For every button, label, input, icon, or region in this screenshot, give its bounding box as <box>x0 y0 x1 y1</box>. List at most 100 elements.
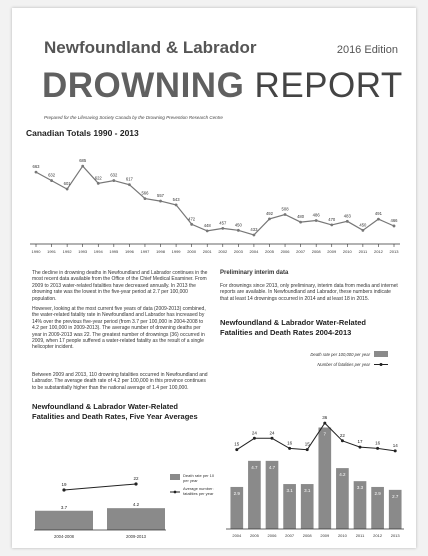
five-year-heading: Newfoundland & Labrador Water-Related Fa… <box>32 402 222 422</box>
five-year-heading-line1: Newfoundland & Labrador Water-Related <box>32 402 178 411</box>
canadian-x-label: 1991 <box>47 249 57 254</box>
canadian-value-label: 622 <box>95 175 103 180</box>
five-year-x-label: 2009-2013 <box>126 534 147 539</box>
canadian-series-line <box>35 165 395 236</box>
annual-point <box>252 436 256 440</box>
canadian-point <box>159 199 162 203</box>
canadian-value-label: 450 <box>235 222 243 227</box>
annual-bar <box>300 484 314 529</box>
annual-point <box>305 448 309 452</box>
canadian-value-label: 450 <box>359 222 367 227</box>
canadian-point <box>252 233 256 237</box>
canadian-totals-heading: Canadian Totals 1990 - 2013 <box>26 128 139 138</box>
canadian-x-label: 1997 <box>141 249 151 254</box>
annual-x-label: 2004 <box>232 533 242 538</box>
annual-x-label: 2010 <box>338 533 348 538</box>
canadian-point <box>205 229 209 233</box>
canadian-points <box>34 164 396 237</box>
canadian-x-label: 2013 <box>390 249 400 254</box>
five-year-point-label: 19 <box>61 482 67 487</box>
five-year-legend-count-label: fatalities per year <box>183 491 214 496</box>
interim-heading: Preliminary interim data <box>220 270 289 276</box>
region-title: Newfoundland & Labrador <box>44 38 257 57</box>
annual-x-label: 2011 <box>356 533 365 538</box>
annual-legend-rate-swatch <box>374 351 388 357</box>
report-subtitle: Prepared for the Lifesaving Society Cana… <box>44 115 223 120</box>
five-year-bar <box>35 510 93 530</box>
annual-point <box>376 446 380 450</box>
annual-bar-label: 2.9 <box>374 491 381 496</box>
canadian-point <box>283 213 287 216</box>
five-year-x-label: 2004-2008 <box>54 534 75 539</box>
annual-bar <box>230 486 244 529</box>
annual-point <box>288 446 292 450</box>
canadian-value-label: 483 <box>344 213 352 218</box>
canadian-x-label: 1998 <box>156 249 166 254</box>
canadian-value-label: 632 <box>110 173 118 178</box>
canadian-point <box>236 228 240 232</box>
canadian-point <box>174 203 178 207</box>
canadian-point <box>299 220 303 224</box>
annual-points: 15 24 24 16 15 36 22 17 16 14 <box>234 415 399 453</box>
edition-label: 2016 Edition <box>336 44 398 56</box>
annual-point <box>270 436 274 440</box>
annual-bars: 2.9 4.7 4.7 3.1 3.1 7 4.2 3.3 2.9 2.7 <box>230 427 402 529</box>
annual-point-label: 15 <box>305 442 311 447</box>
annual-point-label: 16 <box>287 440 293 445</box>
canadian-x-label: 2003 <box>234 249 244 254</box>
annual-bar-label: 2.7 <box>392 494 399 499</box>
five-year-legend-rate-label: per year <box>183 478 198 483</box>
annual-bar-label: 4.7 <box>269 465 276 470</box>
canadian-value-label: 491 <box>375 211 383 216</box>
canadian-point <box>112 179 116 182</box>
canadian-value-label: 557 <box>157 193 165 198</box>
five-year-legend-count-label: Average number of <box>183 486 214 491</box>
canadian-point <box>345 219 349 223</box>
five-year-bars: 3.7 4.2 <box>35 502 165 530</box>
annual-point-label: 22 <box>340 433 346 438</box>
annual-bar <box>283 484 296 529</box>
canadian-point <box>377 217 380 221</box>
canadian-value-label: 433 <box>250 227 258 232</box>
five-year-legend-rate-label: Death rate per 100,000 <box>183 473 214 478</box>
canadian-value-label: 457 <box>219 220 227 225</box>
annual-heading-line1: Newfoundland & Labrador Water-Related <box>220 318 366 327</box>
five-year-bar-label: 4.2 <box>133 502 140 507</box>
five-year-heading-line2: Fatalities and Death Rates, Five Year Av… <box>32 412 198 421</box>
annual-point-label: 15 <box>234 442 240 447</box>
annual-fatalities-line <box>236 422 396 452</box>
annual-point-label: 14 <box>393 443 399 448</box>
report-page: Newfoundland & Labrador 2016 Edition DRO… <box>12 8 416 548</box>
canadian-point <box>190 222 194 226</box>
five-year-point-label: 22 <box>133 476 139 481</box>
canadian-x-label: 2010 <box>343 249 353 254</box>
body-paragraph-1: The decline in drowning deaths in Newfou… <box>32 270 208 302</box>
annual-point <box>323 421 327 425</box>
annual-bar-label: 3.3 <box>357 485 364 490</box>
canadian-value-label: 492 <box>266 211 274 216</box>
annual-bar-label: 3.1 <box>286 488 293 493</box>
annual-bar <box>353 481 367 529</box>
canadian-x-label: 2009 <box>327 249 337 254</box>
canadian-value-label: 448 <box>204 223 212 228</box>
canadian-x-label: 1990 <box>32 249 42 254</box>
annual-x-label: 2008 <box>303 533 313 538</box>
five-year-fatalities-line <box>63 483 137 491</box>
body-paragraph-3: Between 2009 and 2013, 110 drowning fata… <box>32 372 208 391</box>
canadian-totals-chart: 663 632 601 685 622 632 617 566 557 543 472 448 457 4… <box>30 158 400 254</box>
canadian-x-label: 2006 <box>281 249 291 254</box>
canadian-x-label: 1999 <box>172 249 182 254</box>
canadian-point <box>34 170 38 174</box>
canadian-point <box>361 228 365 232</box>
annual-x-label: 2013 <box>391 533 401 538</box>
canadian-point <box>314 219 318 222</box>
annual-bar <box>265 460 279 529</box>
annual-point-label: 17 <box>357 439 363 444</box>
annual-point-label: 16 <box>375 440 381 445</box>
canadian-x-label: 2002 <box>218 249 228 254</box>
title-bold: DROWNING <box>42 66 245 105</box>
canadian-value-label: 632 <box>48 173 56 178</box>
canadian-x-label: 1992 <box>63 249 73 254</box>
canadian-value-label: 617 <box>126 177 134 182</box>
annual-x-labels: 2004 2005 2006 2007 2008 2009 2010 2011 2012 2013 <box>232 533 400 538</box>
